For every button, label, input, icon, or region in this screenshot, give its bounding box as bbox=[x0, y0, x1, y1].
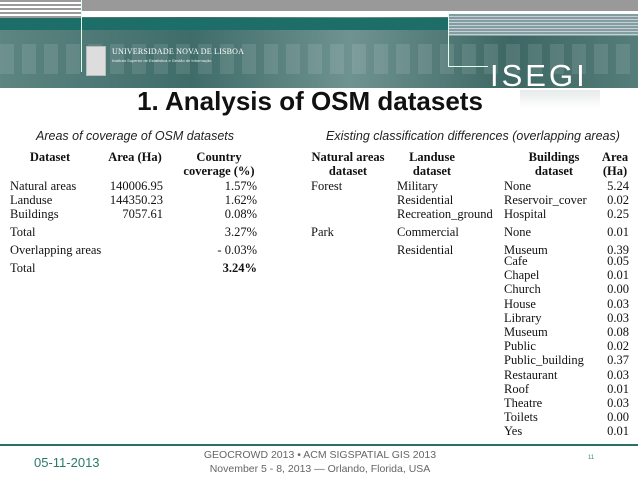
table-cell-area: 144350.23 bbox=[109, 193, 163, 207]
table-cell-area: 7057.61 bbox=[122, 207, 163, 221]
table-cell-landuse: Military bbox=[397, 179, 438, 193]
footer-conference: GEOCROWD 2013 • ACM SIGSPATIAL GIS 2013 bbox=[203, 449, 437, 461]
table-cell-building: Roof bbox=[504, 381, 529, 396]
table-cell-area: 0.01 bbox=[607, 225, 629, 239]
table-cell-area: 0.03 bbox=[607, 396, 629, 410]
table-cell-building: Cafe bbox=[504, 254, 528, 268]
table-cell-area: 0.37 bbox=[607, 353, 629, 368]
university-crest-icon bbox=[86, 46, 106, 76]
table-cell-coverage: 1.57% bbox=[224, 179, 257, 193]
table-cell-area: 0.03 bbox=[607, 310, 629, 325]
column-header: Dataset bbox=[29, 150, 71, 164]
table-cell-building: Museum bbox=[504, 243, 548, 257]
university-name: UNIVERSIDADE NOVA DE LISBOA bbox=[112, 47, 245, 56]
table-cell-area: 0.01 bbox=[607, 268, 629, 283]
table-cell-landuse: Residential bbox=[397, 193, 454, 207]
table-cell-building: House bbox=[504, 296, 536, 311]
table-cell-building: Chapel bbox=[504, 268, 540, 283]
isegi-logo: ISEGI bbox=[490, 58, 588, 93]
table-cell-landuse: Recreation_ground bbox=[397, 207, 493, 221]
table-cell-building: Restaurant bbox=[504, 367, 558, 382]
table-cell-building: None bbox=[504, 179, 532, 193]
slide-title: 1. Analysis of OSM datasets bbox=[137, 86, 483, 116]
table-cell-area: 140006.95 bbox=[109, 179, 163, 193]
isegi-logo-reflection bbox=[520, 90, 600, 108]
table-cell-area: 0.01 bbox=[607, 424, 629, 439]
table-cell-dataset: Overlapping areas bbox=[10, 243, 102, 257]
table-cell-landuse: Commercial bbox=[397, 225, 459, 239]
table-cell-building: Church bbox=[504, 282, 541, 297]
footer-divider bbox=[0, 444, 638, 446]
table-cell-natural-area: Forest bbox=[311, 179, 343, 193]
table-cell-coverage: 3.27% bbox=[224, 225, 257, 239]
table-cell-area: 0.00 bbox=[607, 410, 629, 425]
table-cell-building: Public_building bbox=[504, 353, 584, 368]
table-cell-area: 0.08 bbox=[607, 325, 629, 339]
table-cell-area: 0.00 bbox=[607, 282, 629, 297]
table-cell-area: 0.39 bbox=[607, 243, 629, 257]
divider bbox=[448, 13, 449, 66]
table-cell-area: 0.03 bbox=[607, 367, 629, 382]
column-header: Landuse dataset bbox=[409, 150, 455, 178]
table-cell-dataset: Landuse bbox=[10, 193, 53, 207]
column-header: Area (Ha) bbox=[601, 150, 629, 178]
table-cell-coverage: 3.24% bbox=[222, 261, 257, 275]
page-number: 11 bbox=[588, 455, 595, 461]
column-header: Area (Ha) bbox=[108, 150, 162, 164]
right-table-caption: Existing classification differences (ove… bbox=[326, 129, 620, 143]
table-cell-area: 0.03 bbox=[607, 296, 629, 311]
table-cell-coverage: - 0.03% bbox=[217, 243, 257, 257]
table-cell-dataset: Buildings bbox=[10, 207, 59, 221]
table-cell-building: Toilets bbox=[504, 410, 538, 425]
table-cell-coverage: 0.08% bbox=[224, 207, 257, 221]
table-cell-area: 0.02 bbox=[607, 339, 629, 354]
table-cell-landuse: Residential bbox=[397, 243, 454, 257]
footer-date: 05-11-2013 bbox=[34, 455, 100, 470]
table-cell-building: Library bbox=[504, 310, 542, 325]
column-header: Natural areas dataset bbox=[311, 150, 385, 178]
column-header: Country coverage (%) bbox=[183, 150, 255, 178]
table-cell-building: Public bbox=[504, 339, 536, 354]
table-cell-area: 0.01 bbox=[607, 381, 629, 396]
divider bbox=[448, 66, 488, 67]
table-cell-area: 5.24 bbox=[607, 179, 629, 193]
banner-watermark bbox=[0, 44, 638, 74]
table-cell-natural-area: Park bbox=[311, 225, 334, 239]
column-header: Buildings dataset bbox=[528, 150, 580, 178]
table-cell-dataset: Total bbox=[10, 225, 36, 239]
table-cell-dataset: Total bbox=[10, 261, 36, 275]
table-cell-area: 0.05 bbox=[607, 254, 629, 268]
footer-location: November 5 - 8, 2013 — Orlando, Florida,… bbox=[209, 463, 431, 475]
divider bbox=[81, 0, 82, 72]
table-cell-dataset: Natural areas bbox=[10, 179, 77, 193]
decorative-stripes bbox=[0, 0, 81, 22]
table-cell-area: 0.02 bbox=[607, 193, 629, 207]
table-cell-building: None bbox=[504, 225, 532, 239]
table-cell-building: Museum bbox=[504, 325, 548, 339]
institute-name: Instituto Superior de Estatística e Gest… bbox=[112, 58, 212, 63]
table-cell-coverage: 1.62% bbox=[224, 193, 257, 207]
table-cell-building: Reservoir_cover bbox=[504, 193, 587, 207]
decorative-stripes bbox=[448, 14, 638, 36]
left-table-caption: Areas of coverage of OSM datasets bbox=[36, 129, 235, 143]
table-cell-building: Theatre bbox=[504, 396, 543, 410]
decorative-bar bbox=[82, 0, 638, 11]
table-cell-area: 0.25 bbox=[607, 207, 629, 221]
table-cell-building: Yes bbox=[504, 424, 523, 439]
header-banner: UNIVERSIDADE NOVA DE LISBOA Instituto Su… bbox=[0, 0, 638, 93]
decorative-bar bbox=[82, 11, 638, 17]
table-cell-building: Hospital bbox=[504, 207, 547, 221]
